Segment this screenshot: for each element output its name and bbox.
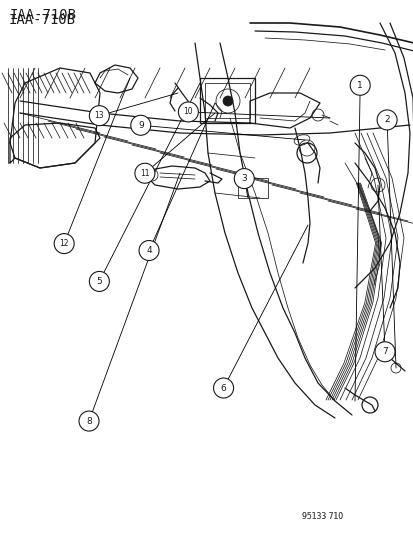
Bar: [237, 178, 267, 198]
Text: 95133 710: 95133 710: [301, 512, 342, 521]
Text: 9: 9: [138, 121, 143, 130]
Circle shape: [89, 106, 109, 126]
Text: 12: 12: [59, 239, 69, 248]
Circle shape: [79, 411, 99, 431]
Text: 6: 6: [220, 384, 226, 392]
Text: 11: 11: [140, 169, 149, 177]
Circle shape: [178, 102, 198, 122]
Text: 1: 1: [356, 81, 362, 90]
Circle shape: [89, 271, 109, 292]
Text: 8: 8: [86, 417, 92, 425]
Text: 7: 7: [381, 348, 387, 356]
Circle shape: [54, 233, 74, 254]
Circle shape: [376, 110, 396, 130]
Text: 5: 5: [96, 277, 102, 286]
Circle shape: [139, 240, 159, 261]
Text: 95133 710: 95133 710: [301, 512, 342, 521]
Circle shape: [234, 168, 254, 189]
Bar: [199, 78, 254, 123]
Text: IAA-710B: IAA-710B: [10, 8, 77, 22]
Circle shape: [223, 96, 233, 106]
Text: 2: 2: [383, 116, 389, 124]
Text: 4: 4: [146, 246, 152, 255]
Text: 3: 3: [241, 174, 247, 183]
Circle shape: [135, 163, 154, 183]
Circle shape: [374, 342, 394, 362]
Text: IAA-710B: IAA-710B: [8, 13, 75, 27]
Circle shape: [131, 115, 150, 135]
Text: 13: 13: [94, 111, 104, 120]
Circle shape: [213, 378, 233, 398]
Text: 10: 10: [183, 108, 193, 116]
Circle shape: [349, 75, 369, 95]
Bar: [204, 83, 249, 118]
